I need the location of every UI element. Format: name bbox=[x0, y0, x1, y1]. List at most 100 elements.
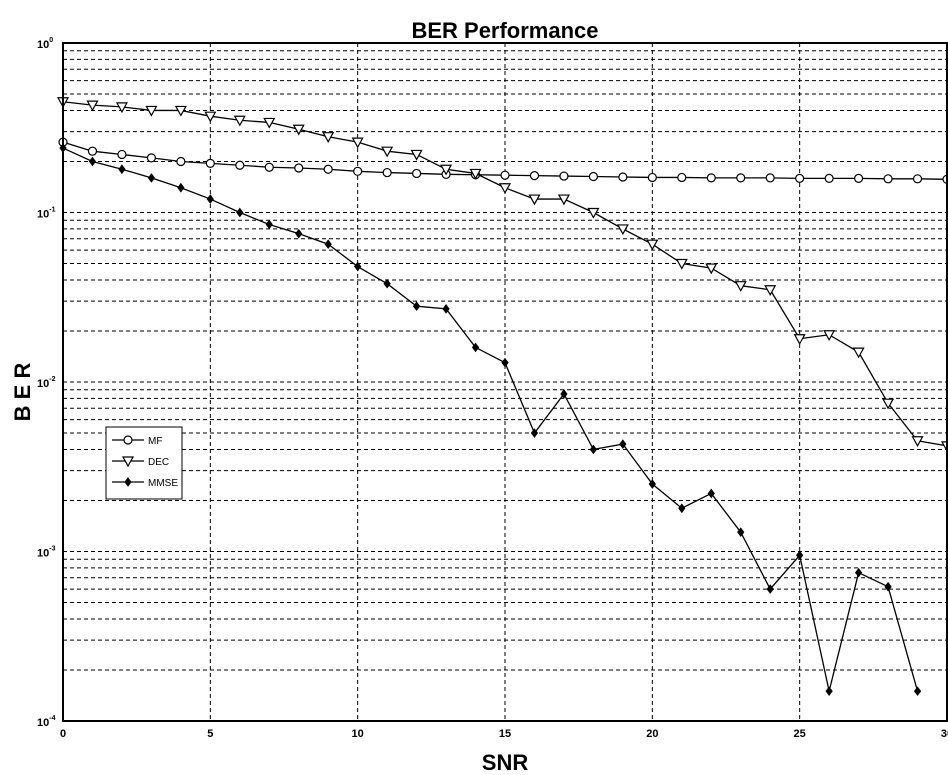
mmse-point bbox=[560, 389, 568, 399]
mmse-point bbox=[737, 527, 745, 538]
dec-point bbox=[204, 111, 217, 123]
dec-point bbox=[233, 115, 246, 127]
mf-point bbox=[323, 164, 333, 174]
y-tick-labels: 100 10-1 10-2 10-3 10-4 bbox=[37, 37, 56, 729]
legend-marker-mmse bbox=[124, 477, 132, 487]
dec-point bbox=[911, 436, 924, 448]
mf-point bbox=[176, 156, 186, 167]
mf-point bbox=[117, 149, 127, 160]
x-tick-label: 0 bbox=[60, 728, 66, 740]
mf-point bbox=[205, 158, 215, 168]
mf-point bbox=[146, 153, 156, 163]
x-tick-label: 15 bbox=[499, 728, 511, 740]
mmse-point bbox=[530, 428, 539, 438]
dec-point bbox=[734, 281, 747, 292]
dec-point bbox=[764, 285, 777, 297]
mmse-point bbox=[324, 239, 332, 250]
dec-point bbox=[646, 239, 659, 251]
mmse-point bbox=[766, 584, 774, 594]
mf-point bbox=[294, 163, 304, 173]
dec-point bbox=[469, 168, 482, 180]
mmse-point bbox=[354, 261, 362, 272]
dec-point bbox=[410, 149, 423, 161]
legend-entry-mmse: MMSE bbox=[112, 477, 178, 489]
x-tick-label: 5 bbox=[207, 728, 213, 740]
dec-point bbox=[351, 137, 364, 149]
mf-point bbox=[765, 173, 775, 183]
x-tick-label: 30 bbox=[941, 728, 948, 740]
mmse-point bbox=[589, 444, 598, 455]
legend-entry-mf: MF bbox=[112, 435, 162, 447]
mmse-point bbox=[913, 686, 922, 696]
y-tick-label: 100 bbox=[37, 37, 53, 51]
mmse-point bbox=[854, 567, 863, 578]
x-tick-label: 25 bbox=[794, 728, 806, 740]
mf-point bbox=[264, 162, 274, 172]
dec-point bbox=[616, 224, 629, 236]
y-axis-label: B E R bbox=[10, 363, 35, 422]
dec-point bbox=[498, 183, 512, 194]
legend-entry-dec: DEC bbox=[112, 456, 169, 468]
series-line-mmse bbox=[62, 147, 919, 692]
legend-label-mmse: MMSE bbox=[148, 478, 178, 489]
mmse-point bbox=[118, 164, 126, 175]
dec-point bbox=[174, 105, 187, 117]
mmse-point bbox=[206, 194, 214, 204]
dec-point bbox=[381, 146, 394, 158]
mmse-point bbox=[88, 156, 97, 167]
chart-title: BER Performance bbox=[411, 18, 598, 43]
mmse-point bbox=[707, 488, 715, 499]
mmse-point bbox=[825, 686, 833, 696]
y-tick-label: 10-3 bbox=[37, 546, 56, 560]
mmse-point bbox=[383, 278, 391, 289]
dec-point bbox=[675, 258, 688, 270]
mf-point bbox=[559, 171, 569, 181]
mmse-point bbox=[412, 301, 421, 312]
mmse-point bbox=[236, 207, 244, 218]
legend-box bbox=[105, 426, 183, 500]
mf-point bbox=[853, 173, 864, 183]
dec-point bbox=[705, 263, 718, 275]
mmse-point bbox=[147, 173, 156, 183]
dec-point bbox=[793, 334, 806, 345]
mf-point bbox=[824, 173, 834, 183]
mf-point bbox=[677, 172, 687, 183]
x-tick-label: 20 bbox=[646, 728, 658, 740]
dec-point bbox=[823, 330, 836, 341]
mf-point bbox=[736, 173, 746, 183]
mf-point bbox=[412, 168, 422, 179]
y-tick-label: 10-2 bbox=[37, 376, 56, 390]
y-tick-label: 10-1 bbox=[37, 207, 56, 221]
dec-point bbox=[852, 347, 865, 359]
mmse-point bbox=[177, 182, 185, 193]
dec-point bbox=[292, 124, 305, 136]
mmse-point bbox=[796, 550, 804, 561]
legend: MF DEC MMSE bbox=[105, 426, 183, 500]
dec-point bbox=[528, 194, 541, 206]
mf-point bbox=[500, 170, 510, 180]
mf-point bbox=[588, 171, 599, 182]
series-layer bbox=[56, 97, 948, 696]
dec-point bbox=[263, 117, 276, 129]
legend-label-mf: MF bbox=[148, 436, 162, 447]
mf-point bbox=[618, 172, 628, 182]
series-dec bbox=[56, 97, 948, 453]
x-tick-labels: 0 5 10 15 20 25 30 bbox=[60, 728, 948, 740]
dec-point bbox=[557, 194, 570, 206]
dec-point bbox=[882, 398, 895, 410]
mf-point bbox=[235, 160, 245, 170]
mmse-point bbox=[884, 581, 892, 592]
dec-point bbox=[322, 132, 335, 143]
mf-point bbox=[382, 167, 392, 178]
mmse-point bbox=[442, 304, 450, 314]
mmse-point bbox=[471, 342, 480, 353]
legend-label-dec: DEC bbox=[148, 457, 169, 468]
series-mmse bbox=[59, 143, 922, 696]
mmse-point bbox=[619, 439, 627, 449]
dec-point bbox=[145, 105, 158, 117]
dec-point bbox=[115, 102, 128, 114]
legend-marker-mf bbox=[123, 435, 133, 445]
mmse-point bbox=[295, 228, 303, 239]
mf-point bbox=[795, 173, 805, 183]
